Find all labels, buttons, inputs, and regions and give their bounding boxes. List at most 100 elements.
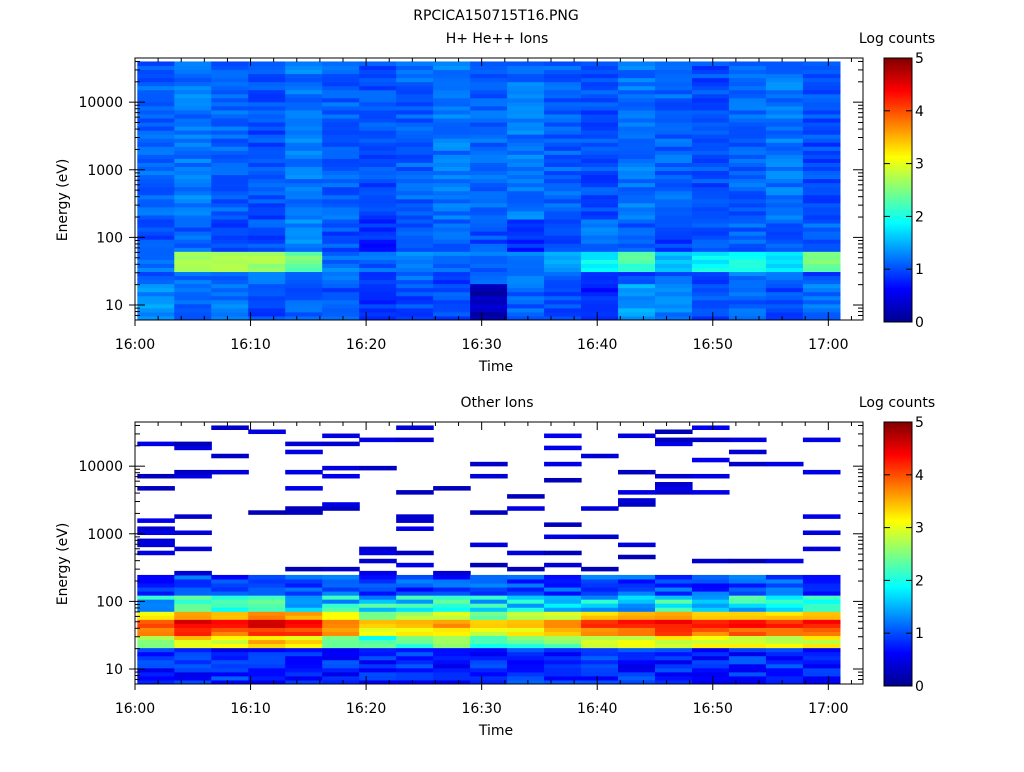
heatmap-cell bbox=[433, 663, 471, 669]
heatmap-cell bbox=[285, 235, 323, 240]
heatmap-cell bbox=[322, 603, 360, 608]
heatmap-cell bbox=[174, 667, 212, 673]
heatmap-cell bbox=[802, 663, 841, 669]
heatmap-cell bbox=[248, 679, 286, 685]
heatmap-cell bbox=[507, 113, 545, 119]
heatmap-cell bbox=[322, 85, 360, 91]
heatmap-cell bbox=[544, 671, 582, 677]
heatmap-cell bbox=[248, 299, 286, 305]
heatmap-cell bbox=[285, 182, 323, 188]
heatmap-cell bbox=[137, 635, 175, 641]
heatmap-cell bbox=[248, 73, 286, 79]
heatmap-cell bbox=[211, 77, 249, 83]
heatmap-cell bbox=[507, 190, 545, 196]
heatmap-cell bbox=[691, 615, 730, 620]
heatmap-cell bbox=[507, 583, 545, 588]
heatmap-cell bbox=[691, 202, 730, 208]
heatmap-cell bbox=[655, 219, 693, 224]
heatmap-cell bbox=[285, 279, 323, 285]
panel-title: H+ He++ Ions bbox=[446, 31, 549, 47]
heatmap-cell bbox=[802, 651, 841, 657]
heatmap-cell bbox=[728, 186, 767, 192]
x-tick-label: 16:50 bbox=[693, 337, 733, 353]
heatmap-cell bbox=[285, 287, 323, 293]
heatmap-cell bbox=[802, 291, 841, 297]
heatmap-cell bbox=[285, 639, 323, 645]
heatmap-cell bbox=[433, 627, 471, 632]
heatmap-cell bbox=[359, 219, 397, 224]
heatmap-cell bbox=[470, 150, 508, 155]
heatmap-cell bbox=[322, 126, 360, 131]
heatmap-cell bbox=[396, 267, 434, 273]
heatmap-cell bbox=[248, 69, 286, 75]
heatmap-cell bbox=[544, 279, 582, 285]
colorbar-tick-label: 2 bbox=[915, 573, 924, 589]
heatmap-cell bbox=[581, 635, 619, 641]
heatmap-cell bbox=[544, 445, 582, 451]
heatmap-cell bbox=[433, 223, 471, 228]
heatmap-cell bbox=[765, 603, 804, 608]
heatmap-cell bbox=[174, 126, 212, 131]
heatmap-cell bbox=[655, 279, 693, 285]
heatmap-cell bbox=[359, 603, 397, 608]
heatmap-cell bbox=[137, 627, 175, 632]
heatmap-cell bbox=[433, 118, 471, 123]
heatmap-cell bbox=[802, 275, 841, 281]
heatmap-cell bbox=[359, 631, 397, 637]
heatmap-cell bbox=[655, 587, 693, 592]
heatmap-cell bbox=[618, 231, 656, 236]
heatmap-cell bbox=[174, 583, 212, 588]
heatmap-cell bbox=[433, 607, 471, 612]
heatmap-cell bbox=[211, 295, 249, 301]
heatmap-cell bbox=[137, 134, 175, 139]
heatmap-cell bbox=[174, 578, 212, 584]
y-tick-label: 100 bbox=[96, 230, 123, 246]
heatmap-cell bbox=[581, 81, 619, 87]
heatmap-cell bbox=[359, 190, 397, 196]
heatmap-cell bbox=[618, 247, 656, 252]
heatmap-cell bbox=[248, 315, 286, 321]
heatmap-cell bbox=[396, 126, 434, 131]
heatmap-cell bbox=[507, 675, 545, 681]
heatmap-cell bbox=[655, 441, 693, 447]
heatmap-cell bbox=[396, 562, 434, 568]
heatmap-cell bbox=[285, 194, 323, 200]
heatmap-cell bbox=[174, 291, 212, 297]
heatmap-cell bbox=[359, 607, 397, 612]
heatmap-cell bbox=[802, 263, 841, 268]
heatmap-cell bbox=[322, 219, 360, 224]
heatmap-cell bbox=[581, 186, 619, 192]
heatmap-cell bbox=[433, 667, 471, 673]
heatmap-cell bbox=[359, 130, 397, 135]
heatmap-cell bbox=[765, 122, 804, 127]
heatmap-cell bbox=[285, 635, 323, 641]
heatmap-cell bbox=[728, 655, 767, 661]
heatmap-cell bbox=[433, 311, 471, 317]
heatmap-cell bbox=[655, 93, 693, 99]
heatmap-cell bbox=[765, 101, 804, 107]
heatmap-cell bbox=[248, 247, 286, 252]
heatmap-cell bbox=[581, 65, 619, 71]
heatmap-cell bbox=[728, 619, 767, 624]
heatmap-cell bbox=[655, 490, 693, 495]
heatmap-cell bbox=[137, 263, 175, 268]
heatmap-cell bbox=[618, 295, 656, 301]
heatmap-cell bbox=[211, 267, 249, 273]
heatmap-cell bbox=[211, 275, 249, 281]
heatmap-cell bbox=[322, 299, 360, 305]
heatmap-cell bbox=[507, 93, 545, 99]
heatmap-cell bbox=[396, 202, 434, 208]
heatmap-cell bbox=[581, 118, 619, 123]
y-tick-label: 100 bbox=[96, 594, 123, 610]
heatmap-cell bbox=[802, 647, 841, 653]
heatmap-cell bbox=[691, 126, 730, 131]
heatmap-cell bbox=[544, 105, 582, 111]
heatmap-cell bbox=[433, 615, 471, 620]
heatmap-cell bbox=[211, 182, 249, 188]
heatmap-cell bbox=[618, 619, 656, 624]
heatmap-cell bbox=[728, 85, 767, 91]
heatmap-cell bbox=[470, 166, 508, 172]
heatmap-cell bbox=[322, 623, 360, 628]
heatmap-cell bbox=[285, 206, 323, 212]
heatmap-cell bbox=[544, 166, 582, 172]
